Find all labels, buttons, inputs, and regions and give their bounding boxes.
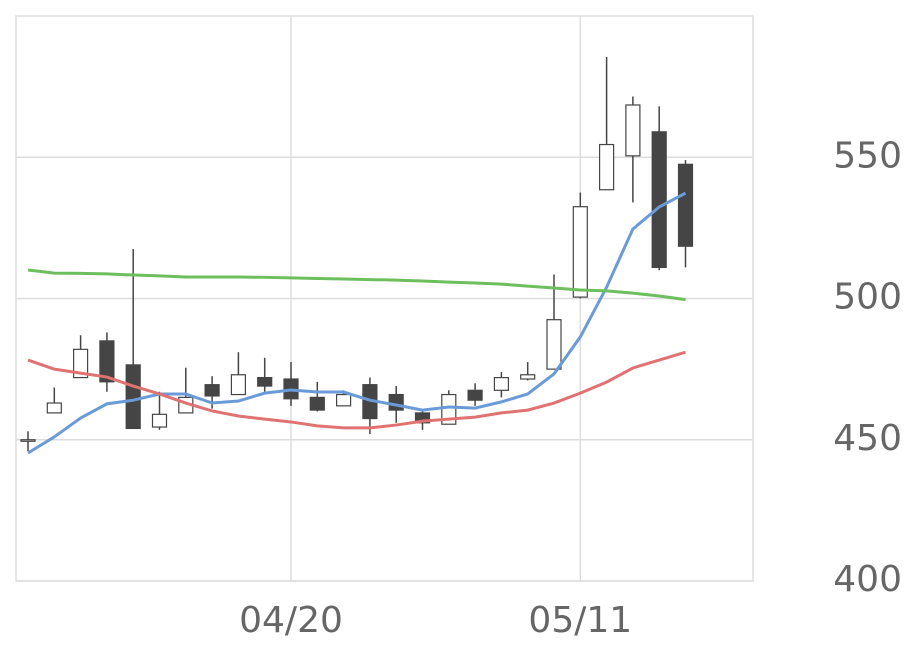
candle-body [651,131,667,269]
candle-body [72,348,89,379]
candle-body [625,104,641,157]
y-tick-label: 550 [833,135,902,176]
candle-body [546,319,562,370]
y-tick-label: 450 [833,418,902,459]
candle-body [125,364,141,430]
candle-body [99,340,115,383]
candle-body [204,384,220,397]
y-tick-label: 500 [833,277,902,318]
candle-body [414,412,431,424]
moving-average-line [27,191,687,455]
candle-body [336,393,352,407]
candle-body [493,377,509,391]
candle-body [309,396,325,411]
x-tick-label: 05/11 [528,600,632,641]
candle-body [441,393,457,425]
candle-body [20,439,36,442]
candle-body [46,402,62,414]
moving-average-line [27,268,686,302]
y-tick-label: 400 [833,559,902,600]
candle-body [257,377,273,387]
candle-body [388,393,404,411]
candle-body [467,389,483,401]
x-tick-label: 04/20 [239,600,343,641]
candle-body [572,206,588,298]
candle-body [677,163,694,247]
moving-average-line [27,350,686,430]
candle-body [520,374,536,380]
candle-body [598,143,615,191]
candle-body [230,374,246,396]
candle-body [151,413,168,428]
